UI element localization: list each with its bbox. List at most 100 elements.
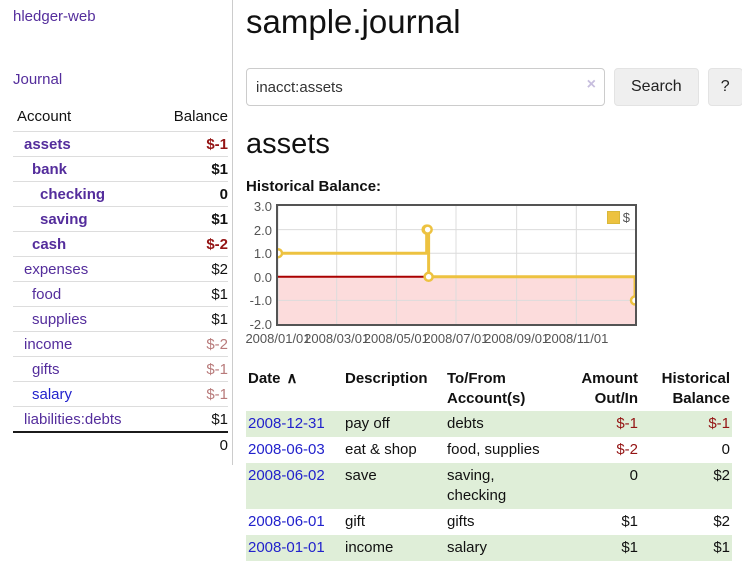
y-tick-label: 3.0 bbox=[253, 199, 272, 214]
description-cell: income bbox=[345, 539, 394, 556]
account-link[interactable]: assets bbox=[24, 135, 71, 153]
x-tick-label: 2008/07/01 bbox=[423, 331, 489, 346]
description-cell: pay off bbox=[345, 415, 390, 432]
data-point-marker bbox=[422, 224, 433, 235]
account-link[interactable]: checking bbox=[40, 185, 106, 203]
account-row: expenses $2 bbox=[13, 256, 228, 282]
account-balance: $1 bbox=[152, 306, 228, 332]
account-row: saving $1 bbox=[13, 206, 228, 232]
chart-plot-area[interactable]: $ bbox=[276, 204, 637, 326]
amount-cell: $-1 bbox=[616, 415, 638, 432]
date-link[interactable]: 2008-12-31 bbox=[248, 415, 325, 432]
register-header-to-from-account-s-: To/From Account(s) bbox=[447, 370, 526, 407]
main-content: sample.journal × Search ? assets Histori… bbox=[233, 0, 742, 561]
amount-cell: $1 bbox=[621, 513, 638, 530]
date-link[interactable]: 2008-06-02 bbox=[248, 467, 325, 484]
data-point-marker bbox=[278, 247, 284, 259]
amount-cell: $1 bbox=[621, 539, 638, 556]
balance-cell: $-1 bbox=[708, 415, 730, 432]
account-link[interactable]: supplies bbox=[32, 310, 88, 328]
x-tick-label: 2008/03/01 bbox=[304, 331, 370, 346]
account-balance: $-1 bbox=[152, 131, 228, 157]
account-balance: $1 bbox=[152, 281, 228, 307]
account-balance: $-2 bbox=[152, 231, 228, 257]
accounts-cell: gifts bbox=[447, 513, 475, 530]
date-link[interactable]: 2008-01-01 bbox=[248, 539, 325, 556]
data-point-marker bbox=[629, 295, 635, 306]
account-row: food $1 bbox=[13, 281, 228, 307]
sidebar-item-journal[interactable]: Journal bbox=[13, 71, 63, 88]
historical-balance-chart[interactable]: $ 3.0 2.0 1.0 0.0 -1.0 -2.0 2008/01/01 2008/03/… bbox=[245, 199, 742, 350]
clear-search-icon[interactable]: × bbox=[586, 76, 596, 93]
account-link[interactable]: expenses bbox=[24, 260, 89, 278]
page-title: sample.journal bbox=[246, 3, 461, 40]
account-row: bank $1 bbox=[13, 156, 228, 182]
help-button[interactable]: ? bbox=[707, 68, 742, 106]
account-link[interactable]: food bbox=[32, 285, 62, 303]
y-tick-label: 2.0 bbox=[253, 222, 272, 238]
account-link[interactable]: bank bbox=[32, 160, 68, 178]
description-cell: gift bbox=[345, 513, 366, 530]
account-heading: assets bbox=[246, 128, 330, 160]
register-header-row: Date ∧ Description To/From Account(s) Amount… bbox=[246, 367, 732, 411]
table-row: 2008-06-03 eat & shop food, supplies $-2 0 bbox=[246, 437, 732, 463]
account-row: cash $-2 bbox=[13, 231, 228, 257]
chart-legend: $ bbox=[604, 209, 632, 226]
account-row: assets $-1 bbox=[13, 131, 228, 157]
accounts-cell: food, supplies bbox=[447, 441, 540, 458]
register-header-historical-balance: Historical Balance bbox=[661, 370, 730, 407]
search-field-wrap: × bbox=[246, 68, 605, 106]
account-link[interactable]: cash bbox=[32, 235, 67, 253]
date-link[interactable]: 2008-06-01 bbox=[248, 513, 325, 530]
account-row: gifts $-1 bbox=[13, 356, 228, 382]
accounts-header-balance: Balance bbox=[173, 108, 228, 125]
account-balance: $-1 bbox=[152, 381, 228, 407]
accounts-header-account: Account bbox=[17, 108, 72, 125]
account-balance: $1 bbox=[152, 156, 228, 182]
y-tick-label: -2.0 bbox=[249, 317, 272, 332]
sidebar: hledger-web Journal Account Balance asse… bbox=[0, 0, 233, 465]
balance-cell: 0 bbox=[721, 441, 730, 458]
register-header-description: Description bbox=[345, 370, 428, 387]
table-row: 2008-12-31 pay off debts $-1 $-1 bbox=[246, 411, 732, 437]
legend-swatch-icon bbox=[606, 211, 620, 224]
register-header-date[interactable]: Date ∧ bbox=[248, 370, 298, 387]
table-row: 2008-01-01 income salary $1 $1 bbox=[246, 535, 732, 561]
x-tick-label: 2008/09/01 bbox=[484, 331, 550, 346]
account-link[interactable]: salary bbox=[32, 385, 73, 403]
account-row: checking 0 bbox=[13, 181, 228, 207]
chart-canvas bbox=[278, 206, 635, 324]
account-row: liabilities:debts $1 bbox=[13, 406, 228, 432]
account-link[interactable]: income bbox=[24, 335, 73, 353]
brand-link[interactable]: hledger-web bbox=[13, 8, 96, 25]
account-link[interactable]: gifts bbox=[32, 360, 60, 378]
search-button[interactable]: Search bbox=[614, 68, 699, 106]
x-tick-label: 2008/01/01 bbox=[245, 331, 311, 346]
table-row: 2008-06-02 save saving, checking 0 $2 bbox=[246, 463, 732, 509]
account-link[interactable]: saving bbox=[40, 210, 88, 228]
amount-cell: $-2 bbox=[616, 441, 638, 458]
account-balance: 0 bbox=[152, 181, 228, 207]
date-link[interactable]: 2008-06-03 bbox=[248, 441, 325, 458]
register-header-amount-out-in: Amount Out/In bbox=[581, 370, 638, 407]
balance-cell: $2 bbox=[713, 513, 730, 530]
accounts-cell: salary bbox=[447, 539, 488, 556]
account-balance: $2 bbox=[152, 256, 228, 282]
accounts-cell: saving, checking bbox=[447, 467, 507, 504]
account-link[interactable]: liabilities:debts bbox=[24, 410, 122, 428]
y-tick-label: 1.0 bbox=[253, 246, 272, 262]
y-tick-label: 0.0 bbox=[253, 269, 272, 285]
search-input[interactable] bbox=[246, 68, 605, 106]
account-balance: $1 bbox=[152, 206, 228, 232]
x-tick-label: 2008/05/01 bbox=[363, 331, 429, 346]
accounts-total-row: 0 bbox=[13, 431, 228, 457]
search-form: × Search ? bbox=[246, 68, 742, 106]
sort-ascending-icon: ∧ bbox=[286, 370, 298, 387]
account-row: supplies $1 bbox=[13, 306, 228, 332]
balance-cell: $1 bbox=[713, 539, 730, 556]
amount-cell: 0 bbox=[629, 467, 638, 484]
description-cell: eat & shop bbox=[345, 441, 417, 458]
y-tick-label: -1.0 bbox=[249, 293, 272, 309]
data-point-marker bbox=[423, 271, 434, 283]
account-balance: $1 bbox=[152, 406, 228, 432]
